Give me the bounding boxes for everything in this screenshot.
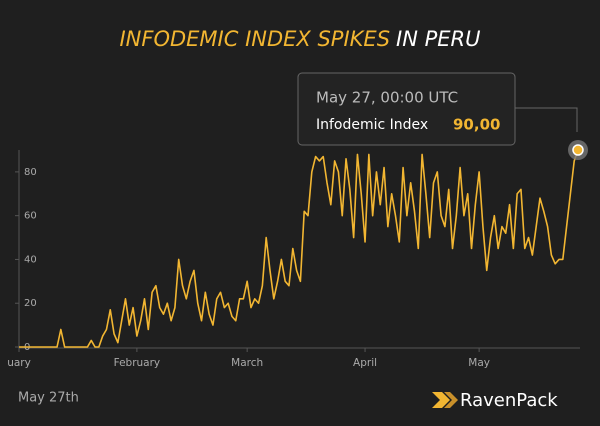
x-tick-label: May (468, 357, 490, 369)
y-tick-label: 40 (24, 254, 37, 265)
title-highlight: INFODEMIC INDEX SPIKES (119, 27, 390, 51)
logo-icon (444, 392, 458, 408)
title-rest: IN PERU (396, 27, 480, 51)
tooltip-series: Infodemic Index (316, 117, 428, 133)
brand-name: RavenPack (460, 390, 558, 411)
y-tick-label: 60 (24, 211, 37, 222)
chart-title: INFODEMIC INDEX SPIKES IN PERU (119, 27, 480, 51)
x-tick-label: March (231, 357, 263, 369)
y-tick-label: 20 (24, 298, 37, 309)
footer-date: May 27th (18, 391, 79, 406)
x-tick-label: April (353, 357, 377, 369)
x-tick-label: February (114, 357, 161, 369)
tooltip-connector (515, 107, 578, 132)
tooltip-title: May 27, 00:00 UTC (316, 89, 458, 107)
tooltip-value: 90,00 (453, 116, 500, 134)
tooltip-box (297, 72, 516, 146)
highlight-point (572, 144, 584, 156)
y-tick-label: 80 (24, 167, 37, 178)
tooltip: May 27, 00:00 UTC Infodemic Index 90,00 (297, 72, 578, 146)
logo-icon (432, 392, 450, 408)
brand-logo: RavenPack (432, 390, 558, 411)
x-tick-label: uary (7, 357, 31, 369)
series-line (19, 149, 579, 348)
